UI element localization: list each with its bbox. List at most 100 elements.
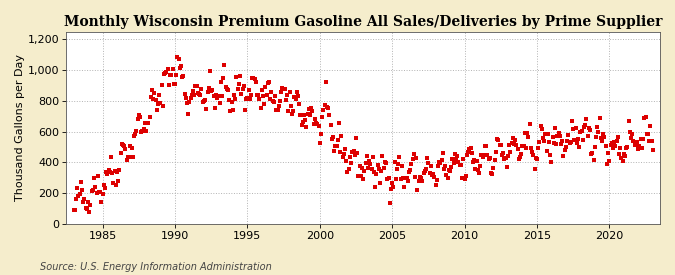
Point [308, 121, 319, 126]
Point [606, 141, 617, 145]
Point [495, 143, 506, 147]
Point [97, 192, 108, 196]
Point [128, 155, 138, 159]
Point [119, 144, 130, 148]
Point [292, 90, 302, 94]
Point [103, 168, 114, 172]
Point [367, 155, 378, 160]
Point [236, 92, 246, 96]
Point [353, 174, 364, 178]
Point [557, 139, 568, 143]
Point [528, 153, 539, 157]
Point [620, 154, 630, 159]
Point [439, 167, 450, 171]
Point [592, 125, 603, 129]
Point [88, 176, 99, 180]
Point [355, 174, 366, 178]
Point [605, 142, 616, 147]
Point [91, 190, 102, 195]
Point [120, 147, 131, 151]
Point [358, 177, 369, 181]
Point [229, 93, 240, 97]
Point [248, 76, 259, 80]
Point [489, 158, 500, 163]
Point [407, 157, 418, 161]
Point [487, 172, 497, 176]
Point [214, 101, 225, 105]
Point [483, 157, 494, 161]
Point [646, 139, 657, 144]
Point [405, 168, 416, 172]
Point [395, 177, 406, 182]
Point [70, 208, 80, 212]
Point [402, 178, 413, 183]
Point [448, 160, 459, 165]
Point [242, 95, 252, 100]
Point [476, 153, 487, 158]
Point [635, 137, 646, 141]
Point [465, 145, 476, 150]
Point [546, 160, 557, 164]
Point [570, 126, 581, 130]
Point [460, 174, 471, 178]
Point [601, 162, 612, 166]
Point [610, 144, 621, 148]
Point [327, 135, 338, 140]
Point [370, 185, 381, 189]
Point [198, 99, 209, 103]
Point [137, 129, 148, 134]
Point [319, 103, 330, 107]
Point [410, 175, 421, 179]
Point [85, 203, 96, 207]
Point [221, 87, 232, 91]
Point [445, 169, 456, 173]
Point [194, 92, 205, 96]
Point [468, 158, 479, 162]
Point [593, 130, 604, 134]
Point [637, 146, 647, 150]
Point [255, 106, 266, 110]
Point [503, 154, 514, 158]
Point [581, 117, 592, 121]
Point [177, 75, 188, 79]
Point [244, 97, 255, 101]
Point [393, 162, 404, 166]
Point [215, 80, 226, 84]
Point [398, 175, 408, 180]
Point [331, 144, 342, 148]
Point [79, 197, 90, 201]
Point [293, 94, 304, 98]
Point [249, 76, 260, 81]
Point [140, 128, 151, 133]
Point [124, 155, 134, 159]
Point [510, 138, 520, 143]
Point [72, 186, 82, 190]
Point [481, 144, 491, 149]
Point [390, 177, 401, 181]
Point [325, 123, 336, 127]
Point [638, 137, 649, 141]
Point [436, 158, 447, 163]
Point [520, 146, 531, 151]
Point [523, 134, 534, 139]
Point [142, 121, 153, 125]
Point [324, 113, 335, 117]
Point [456, 163, 466, 168]
Point [247, 76, 258, 80]
Point [329, 149, 340, 153]
Point [632, 140, 643, 144]
Point [246, 92, 256, 97]
Point [589, 145, 600, 149]
Point [318, 107, 329, 112]
Point [206, 89, 217, 93]
Point [73, 194, 84, 198]
Point [109, 169, 120, 174]
Point [577, 138, 588, 142]
Point [275, 90, 286, 95]
Point [196, 86, 207, 91]
Point [288, 109, 298, 114]
Point [537, 135, 548, 140]
Point [364, 159, 375, 163]
Point [526, 145, 537, 150]
Point [166, 73, 177, 77]
